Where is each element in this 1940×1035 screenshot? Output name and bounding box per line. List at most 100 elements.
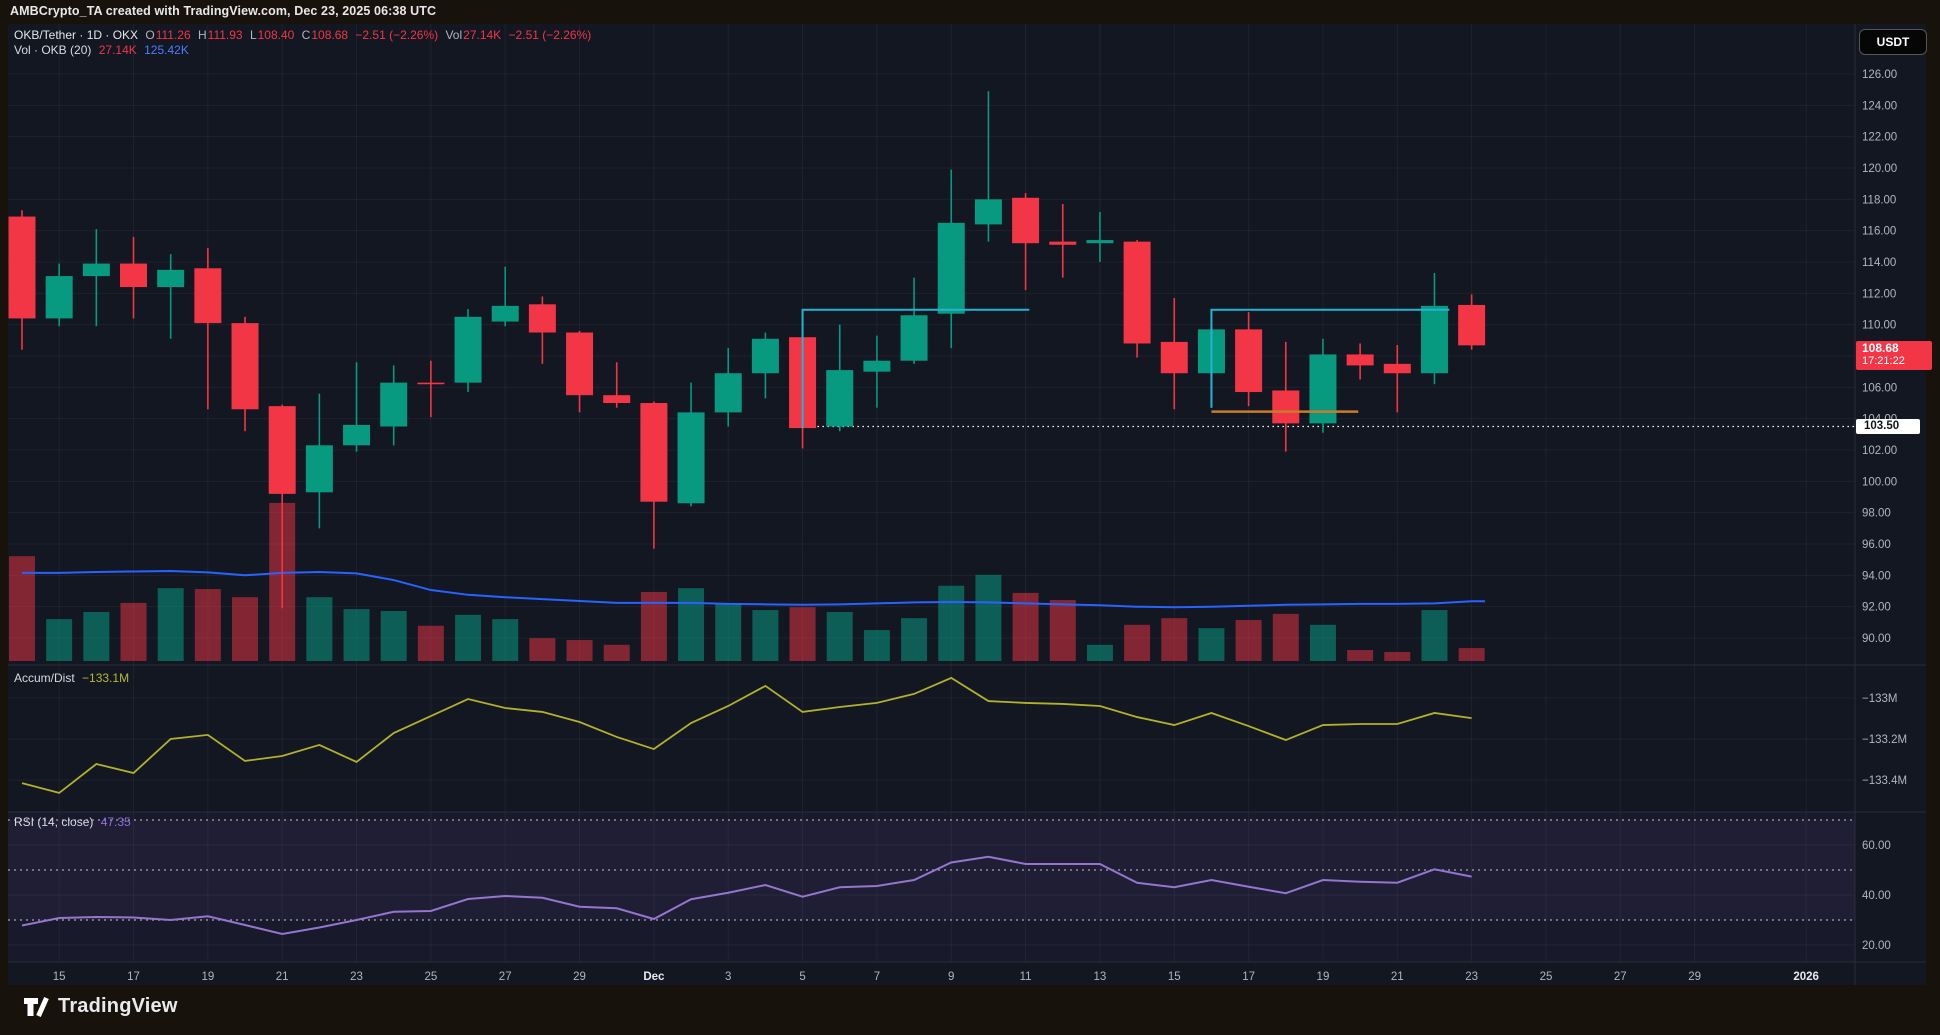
candle-body bbox=[900, 315, 928, 361]
candle-body bbox=[305, 445, 333, 493]
time-axis-label: 13 bbox=[1094, 971, 1107, 983]
candle-body bbox=[1309, 354, 1337, 424]
volume-bar bbox=[194, 589, 221, 661]
candle-body bbox=[863, 360, 891, 372]
volume-ma-line bbox=[22, 569, 1485, 609]
rsi-value: 47.35 bbox=[100, 815, 131, 829]
candle-body bbox=[231, 323, 259, 410]
price-axis-label: 112.00 bbox=[1862, 288, 1896, 300]
accum-dist-title[interactable]: Accum/Dist bbox=[14, 671, 75, 685]
rsi-legend[interactable]: RSI (14, close) 47.35 bbox=[14, 815, 135, 829]
volume-bar bbox=[938, 585, 965, 661]
price-axis-label: 120.00 bbox=[1862, 163, 1897, 175]
volume-legend-row[interactable]: Vol · OKB (20) 27.14K 125.42K bbox=[14, 43, 193, 57]
volume-bar bbox=[1235, 620, 1262, 661]
last-price: 108.68 bbox=[1862, 341, 1899, 355]
price-axis-label: 94.00 bbox=[1862, 570, 1891, 582]
candle-body bbox=[1346, 354, 1374, 366]
open-value: 111.26 bbox=[155, 28, 191, 42]
high-value: 111.93 bbox=[207, 28, 243, 42]
price-axis-label: 100.00 bbox=[1862, 476, 1897, 488]
price-axis-label: 114.00 bbox=[1862, 257, 1896, 269]
price-axis-label: 90.00 bbox=[1862, 633, 1891, 645]
volume-bar bbox=[1309, 624, 1336, 661]
accum-dist-line bbox=[21, 676, 1472, 794]
candle-body bbox=[826, 370, 854, 427]
candle-body bbox=[1420, 305, 1448, 374]
time-axis-label: 11 bbox=[1020, 971, 1032, 983]
bar-countdown: 17:21:22 bbox=[1862, 355, 1905, 367]
candle-body bbox=[714, 373, 742, 413]
time-axis-label: 7 bbox=[874, 971, 880, 983]
time-axis-label: 9 bbox=[948, 971, 954, 983]
vol-value: 27.14K bbox=[463, 28, 502, 42]
candle-body bbox=[566, 332, 594, 396]
time-axis-label: 27 bbox=[1614, 971, 1627, 983]
candle-body bbox=[1049, 241, 1077, 245]
candle-body bbox=[343, 424, 371, 446]
candle-body bbox=[1012, 197, 1040, 244]
tradingview-wordmark: TradingView bbox=[58, 995, 178, 1017]
vol-key: Vol bbox=[445, 28, 463, 42]
symbol-title[interactable]: OKB/Tether · 1D · OKX bbox=[14, 28, 139, 42]
volume-bar bbox=[566, 640, 593, 661]
price-axis-label: 116.00 bbox=[1862, 226, 1896, 238]
time-axis-label: 15 bbox=[1168, 971, 1181, 983]
candle-body bbox=[82, 263, 110, 277]
volume-bar bbox=[492, 619, 519, 661]
time-axis-label: 5 bbox=[799, 971, 805, 983]
accum-dist-legend[interactable]: Accum/Dist −133.1M bbox=[14, 671, 133, 685]
ad-axis-label: −133M bbox=[1862, 693, 1897, 705]
volume-bar bbox=[83, 611, 110, 661]
volume-current: 27.14K bbox=[98, 43, 137, 57]
currency-toggle-button[interactable]: USDT bbox=[1859, 29, 1927, 55]
time-axis-label: 29 bbox=[573, 971, 586, 983]
volume-indicator-title[interactable]: Vol · OKB (20) bbox=[14, 43, 92, 57]
rsi-axis-label: 20.00 bbox=[1862, 940, 1891, 952]
rsi-title[interactable]: RSI (14, close) bbox=[14, 815, 94, 829]
candle-body bbox=[1160, 341, 1188, 374]
volume-bar bbox=[417, 625, 444, 661]
volume-bar bbox=[901, 618, 928, 661]
time-axis-label: 29 bbox=[1688, 971, 1701, 983]
candle-body bbox=[974, 199, 1002, 225]
volume-bar bbox=[46, 619, 73, 661]
time-axis-label: 3 bbox=[725, 971, 731, 983]
volume-bar bbox=[120, 602, 147, 661]
price-axis-label: 118.00 bbox=[1862, 194, 1896, 206]
candle-body bbox=[380, 382, 408, 427]
low-key: L bbox=[249, 28, 257, 42]
volume-bar bbox=[306, 597, 333, 661]
volume-bar bbox=[826, 611, 853, 661]
candle-body bbox=[268, 406, 296, 494]
tradingview-brand[interactable]: TradingView bbox=[22, 993, 178, 1020]
time-axis-label: 23 bbox=[350, 971, 363, 983]
volume-bar bbox=[1384, 651, 1411, 661]
time-axis-label: 2026 bbox=[1793, 971, 1819, 983]
vol-change-value: −2.51 (−2.26%) bbox=[508, 28, 592, 42]
volume-bar bbox=[1124, 624, 1151, 661]
candle-body bbox=[937, 222, 965, 314]
time-axis-label: 21 bbox=[1391, 971, 1404, 983]
price-axis-label: 122.00 bbox=[1862, 132, 1897, 144]
candle-body bbox=[603, 395, 631, 404]
time-axis-label: 17 bbox=[127, 971, 140, 983]
accum-dist-value: −133.1M bbox=[82, 671, 130, 685]
candle-body bbox=[1086, 240, 1114, 244]
volume-bar bbox=[1161, 618, 1188, 661]
candle-body bbox=[1235, 329, 1263, 393]
candle-body bbox=[1383, 363, 1411, 374]
price-axis-label: 102.00 bbox=[1862, 445, 1897, 457]
volume-bar bbox=[1198, 628, 1225, 661]
candle-body bbox=[8, 216, 36, 319]
chart-background bbox=[8, 24, 1926, 985]
change-value: −2.51 (−2.26%) bbox=[355, 28, 439, 42]
volume-bar bbox=[863, 630, 890, 661]
volume-bar bbox=[678, 588, 705, 661]
volume-bar bbox=[232, 597, 259, 661]
ad-axis-label: −133.4M bbox=[1862, 775, 1907, 787]
ad-axis-label: −133.2M bbox=[1862, 734, 1907, 746]
time-axis-label: 27 bbox=[499, 971, 512, 983]
symbol-legend-row[interactable]: OKB/Tether · 1D · OKX O111.26 H111.93 L1… bbox=[14, 28, 595, 42]
